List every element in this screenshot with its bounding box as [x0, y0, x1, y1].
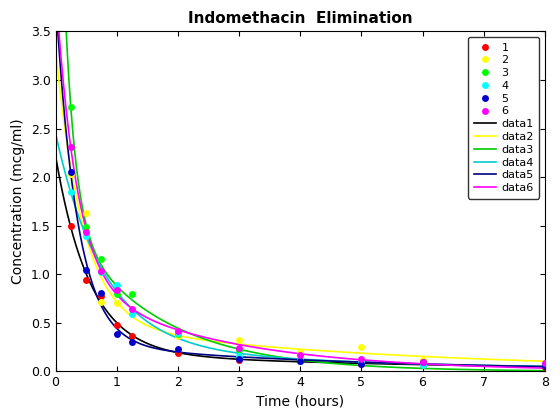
- Legend: 1, 2, 3, 4, 5, 6, data1, data2, data3, data4, data5, data6: 1, 2, 3, 4, 5, 6, data1, data2, data3, d…: [468, 37, 539, 199]
- Y-axis label: Concentration (mcg/ml): Concentration (mcg/ml): [11, 118, 25, 284]
- Title: Indomethacin  Elimination: Indomethacin Elimination: [188, 11, 413, 26]
- X-axis label: Time (hours): Time (hours): [256, 395, 344, 409]
